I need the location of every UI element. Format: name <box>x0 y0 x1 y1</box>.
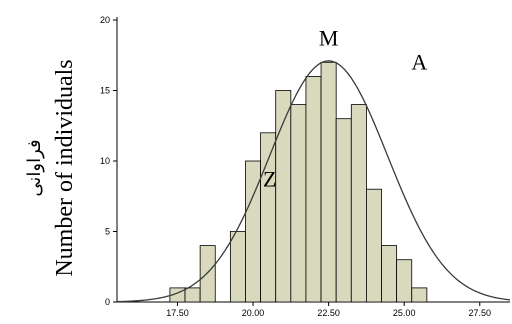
histogram-bar <box>366 188 382 303</box>
annotation-label: M <box>319 25 339 50</box>
y-axis-label: Number of individuals <box>52 59 78 276</box>
histogram-bar <box>396 259 413 303</box>
histogram-bar <box>199 245 216 303</box>
x-tick-label: 25.00 <box>393 308 416 318</box>
histogram-bar <box>320 61 337 303</box>
histogram-bar <box>290 104 307 303</box>
x-tick-label: 17.50 <box>166 308 189 318</box>
y-tick-label: 20 <box>100 15 110 25</box>
y-tick-label: 10 <box>100 156 110 166</box>
y-axis-label-alt: فراوانی <box>24 139 45 196</box>
x-tick-label: 27.50 <box>469 308 492 318</box>
histogram-bar <box>184 287 201 303</box>
x-tick-label: 22.50 <box>317 308 340 318</box>
normal-curve <box>116 60 511 303</box>
histogram-bar <box>305 76 322 303</box>
y-tick-label: 0 <box>105 297 110 307</box>
annotation-label: Z <box>263 166 276 191</box>
annotation-label: A <box>411 49 427 74</box>
histogram-bar <box>229 231 246 303</box>
y-tick-label: 15 <box>100 86 110 96</box>
histogram-bar <box>350 104 367 303</box>
plot-area: 0 5 10 15 20 17.50 20.00 22.50 25.00 27.50 M A Z <box>100 15 511 318</box>
y-tick-label: 5 <box>105 227 110 237</box>
x-tick-label: 20.00 <box>242 308 265 318</box>
histogram-bar <box>381 245 398 303</box>
histogram-bar <box>411 287 428 303</box>
histogram-bar <box>335 118 352 303</box>
y-axis-title: Number of individuals فراوانی <box>24 59 78 276</box>
